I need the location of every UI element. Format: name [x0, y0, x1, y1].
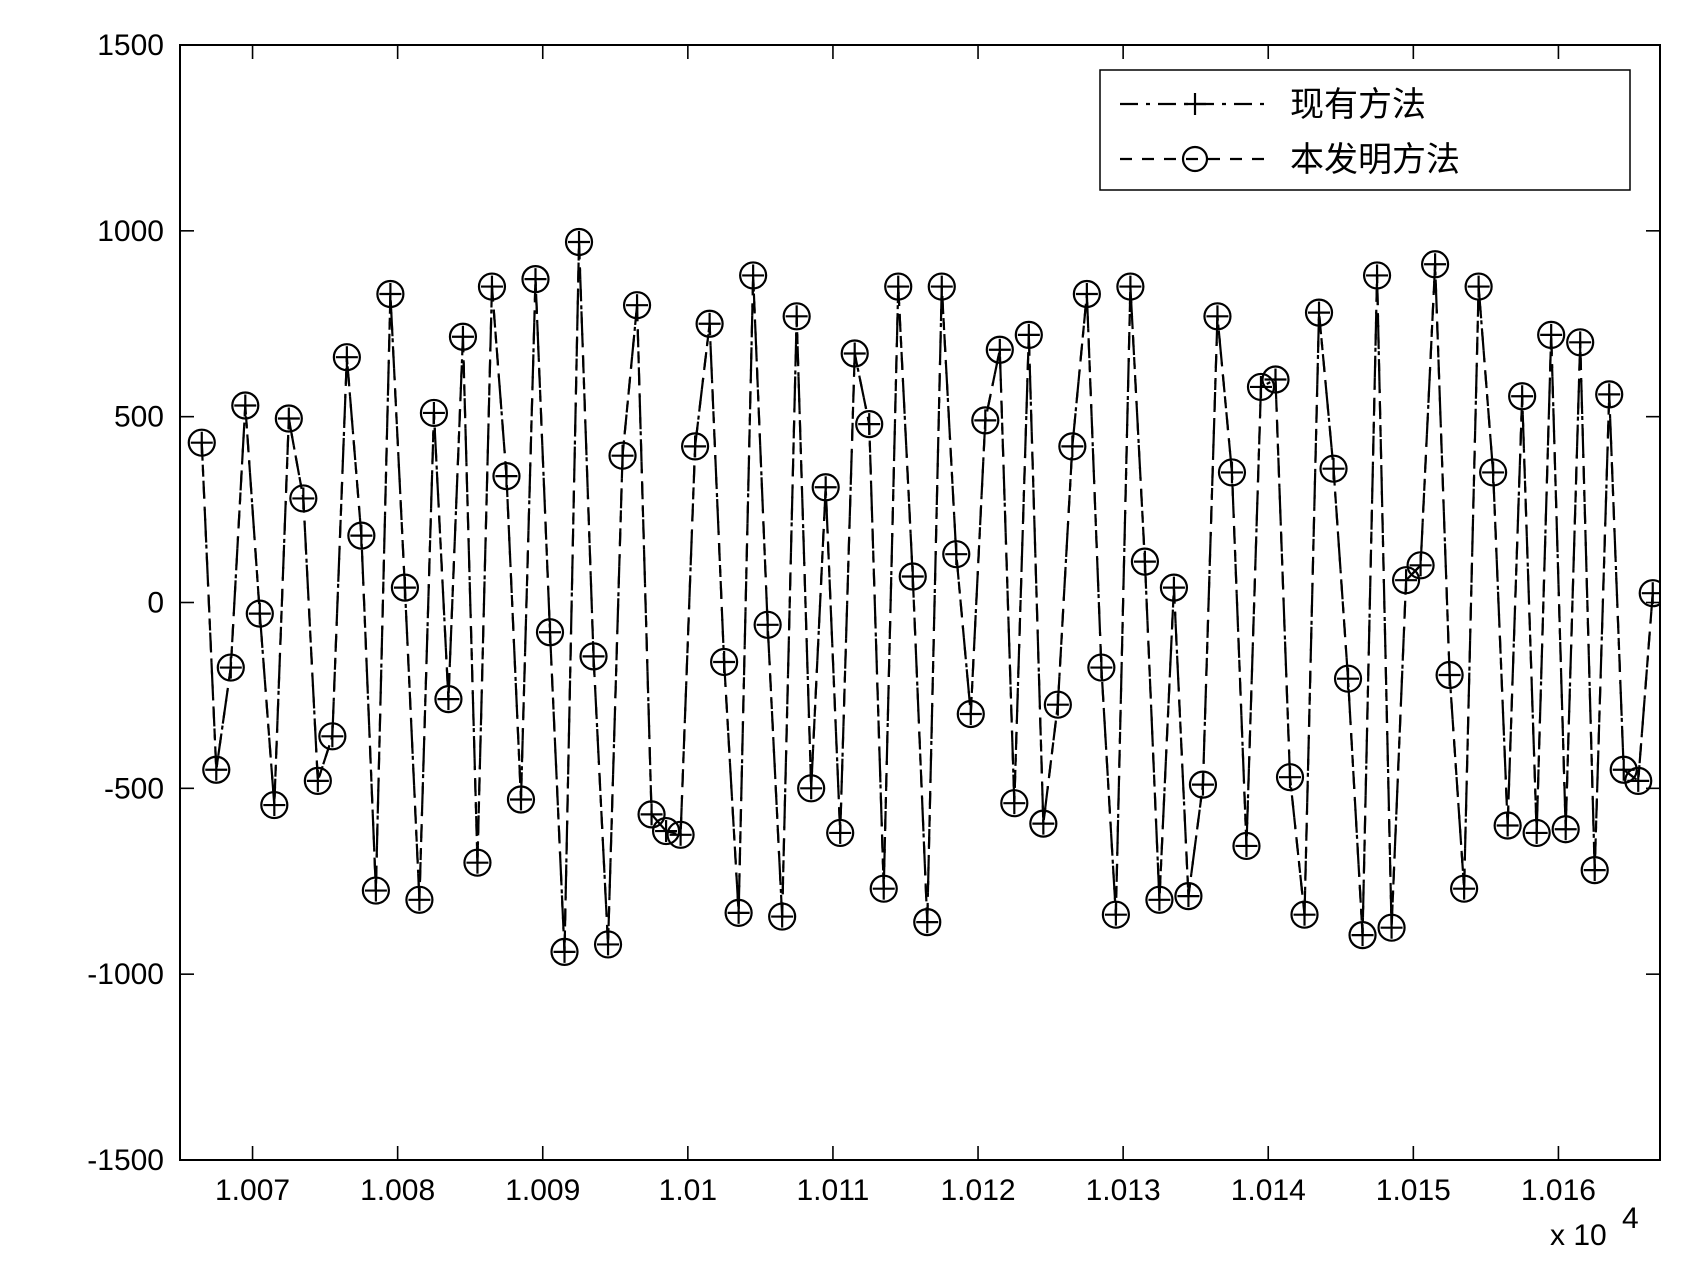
- x-tick-label: 1.007: [215, 1174, 290, 1207]
- y-tick-label: -500: [104, 772, 164, 805]
- legend-label: 本发明方法: [1290, 141, 1460, 179]
- svg-text:4: 4: [1622, 1202, 1639, 1235]
- y-tick-label: 500: [114, 401, 164, 434]
- x-tick-label: 1.016: [1521, 1174, 1596, 1207]
- y-tick-label: -1000: [87, 958, 164, 991]
- x-tick-label: 1.012: [941, 1174, 1016, 1207]
- y-tick-label: 1500: [97, 29, 164, 62]
- legend-label: 现有方法: [1290, 86, 1426, 124]
- svg-text:x 10: x 10: [1550, 1219, 1607, 1252]
- x-tick-label: 1.011: [797, 1174, 870, 1207]
- x-tick-label: 1.01: [659, 1174, 717, 1207]
- y-tick-label: 1000: [97, 215, 164, 248]
- x-tick-label: 1.014: [1231, 1174, 1306, 1207]
- chart-container: -1500 -1000 -500 0 500 1000 1500 1.007 1.008 1.00…: [0, 0, 1689, 1277]
- x-tick-label: 1.009: [505, 1174, 580, 1207]
- x-tick-label: 1.013: [1086, 1174, 1161, 1207]
- x-tick-label: 1.015: [1376, 1174, 1451, 1207]
- y-tick-label: 0: [147, 587, 164, 620]
- legend: 现有方法本发明方法: [1100, 70, 1630, 190]
- line-chart: -1500 -1000 -500 0 500 1000 1500 1.007 1.008 1.00…: [0, 0, 1689, 1277]
- x-tick-label: 1.008: [360, 1174, 435, 1207]
- y-tick-label: -1500: [87, 1144, 164, 1177]
